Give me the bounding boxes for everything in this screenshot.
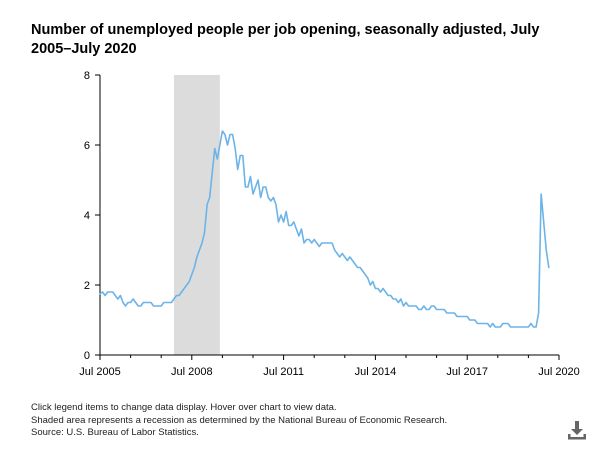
y-tick-label: 0 [84,350,90,362]
download-icon-glyph [568,421,586,440]
x-tick-label: Jul 2020 [538,366,580,378]
x-tick-label: Jul 2008 [171,366,213,378]
x-tick-label: Jul 2005 [79,366,121,378]
note-recession: Shaded area represents a recession as de… [31,414,448,426]
series-line[interactable] [99,130,550,328]
y-tick-label: 6 [84,140,90,152]
y-tick-label: 2 [84,280,90,292]
series-layer[interactable] [99,130,550,328]
x-tick-label: Jul 2017 [446,366,488,378]
recession-band [173,75,220,355]
y-tick-label: 8 [84,70,90,82]
note-source: Source: U.S. Bureau of Labor Statistics. [31,427,199,438]
x-tick-label: Jul 2014 [355,366,397,378]
axes-layer: 0 2 4 6 8 Jul 2005 Jul 2008 Jul 2011 Jul 2014 Jul… [79,70,580,378]
x-tick-label: Jul 2011 [263,366,304,378]
recession-layer [173,75,220,355]
chart-title: Number of unemployed people per job open… [31,22,540,57]
line-chart[interactable]: 0 2 4 6 8 Jul 2005 Jul 2008 Jul 2011 Jul 2014 Jul… [0,0,616,400]
download-icon[interactable] [566,419,588,441]
note-legend-hint: Click legend items to change data displa… [31,402,337,413]
y-tick-label: 4 [84,210,90,222]
chart-notes: Click legend items to change data displa… [31,402,447,440]
